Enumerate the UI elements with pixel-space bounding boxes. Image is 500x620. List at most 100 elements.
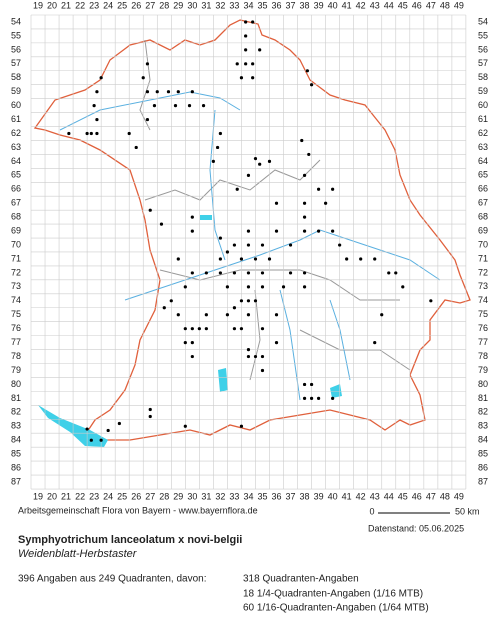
column-label: 47: [426, 491, 436, 501]
occurrence-dot: [246, 271, 251, 275]
column-label: 48: [440, 491, 450, 501]
occurrence-dot: [117, 421, 121, 426]
row-label: 86: [478, 462, 488, 472]
grid: [30, 14, 467, 490]
column-label: 39: [314, 0, 324, 10]
row-label: 82: [478, 407, 488, 417]
column-label: 31: [201, 0, 211, 10]
occurrence-dot: [190, 341, 194, 345]
row-label: 68: [11, 212, 21, 222]
occurrence-dot: [232, 327, 237, 331]
occurrence-dot: [85, 427, 89, 431]
occurrence-dot: [232, 271, 237, 275]
row-label: 76: [478, 323, 488, 333]
occurrence-dot: [239, 257, 244, 261]
occurrence-dot: [99, 438, 103, 442]
occurrence-dot: [258, 162, 262, 166]
occurrence-dot: [251, 20, 255, 24]
row-label: 72: [11, 267, 21, 277]
column-label: 30: [187, 491, 197, 501]
row-label: 69: [11, 225, 21, 235]
row-label: 81: [11, 393, 21, 403]
occurrence-dot: [302, 215, 307, 219]
column-label: 41: [342, 0, 352, 10]
occurrence-dot: [67, 131, 71, 136]
row-label: 65: [478, 170, 488, 180]
column-label: 41: [342, 491, 352, 501]
row-label: 72: [478, 267, 488, 277]
occurrence-dot: [190, 271, 194, 275]
row-label: 54: [478, 16, 488, 26]
occurrence-dot: [302, 173, 307, 177]
occurrence-dot: [218, 236, 222, 240]
row-label: 61: [11, 114, 21, 124]
occurrence-dot: [288, 243, 293, 247]
row-label: 86: [11, 462, 21, 472]
column-label: 35: [257, 0, 267, 10]
column-label: 21: [61, 0, 71, 10]
occurrence-dot: [225, 313, 230, 317]
row-label: 61: [478, 114, 488, 124]
row-label: 74: [478, 295, 488, 305]
row-label: 80: [11, 379, 21, 389]
row-label: 71: [478, 253, 488, 263]
occurrence-dot: [239, 424, 244, 428]
occurrence-dot: [155, 90, 159, 94]
row-label: 70: [11, 239, 21, 249]
breakdown: 318 Quadranten-Angaben: [243, 574, 359, 585]
row-label: 73: [11, 281, 21, 291]
column-label: 45: [398, 0, 408, 10]
occurrence-dot: [204, 271, 208, 275]
occurrence-dot: [253, 157, 258, 161]
occurrence-dot: [235, 187, 239, 191]
column-label: 45: [398, 491, 408, 501]
column-label: 20: [47, 491, 57, 501]
occurrence-dot: [95, 90, 99, 94]
occurrence-dot: [218, 257, 222, 261]
row-label: 74: [11, 295, 21, 305]
column-label: 28: [159, 491, 169, 501]
row-label: 65: [11, 170, 21, 180]
column-label: 33: [229, 0, 239, 10]
column-label: 36: [272, 0, 282, 10]
occurrence-dot: [211, 159, 215, 163]
column-label: 43: [370, 491, 380, 501]
column-label: 40: [328, 491, 338, 501]
column-label: 40: [328, 0, 338, 10]
row-label: 58: [478, 72, 488, 82]
column-label: 49: [454, 0, 464, 10]
row-label: 77: [478, 337, 488, 347]
column-label: 38: [300, 0, 310, 10]
column-label: 25: [117, 491, 127, 501]
occurrence-dot: [309, 83, 314, 87]
row-label: 62: [478, 128, 488, 138]
occurrence-dot: [251, 76, 255, 80]
occurrence-dot: [190, 229, 194, 233]
occurrence-dot: [387, 271, 391, 275]
row-label: 67: [478, 198, 488, 208]
occurrence-dot: [267, 257, 272, 261]
occurrence-dot: [246, 173, 251, 177]
occurrence-dot: [218, 131, 222, 136]
scale-end: 50 km: [455, 506, 480, 516]
column-label: 42: [356, 491, 366, 501]
column-label: 39: [314, 491, 324, 501]
column-label: 25: [117, 0, 127, 10]
occurrence-dot: [190, 215, 194, 219]
row-label: 58: [11, 72, 21, 82]
occurrence-dot: [288, 271, 293, 275]
column-label: 42: [356, 0, 366, 10]
occurrence-dot: [134, 145, 138, 150]
occurrence-dot: [281, 285, 286, 289]
occurrence-dot: [302, 271, 307, 275]
row-label: 68: [478, 212, 488, 222]
occurrence-dot: [429, 299, 433, 303]
occurrence-dot: [317, 396, 321, 400]
occurrence-dot: [260, 327, 265, 331]
column-label: 38: [300, 491, 310, 501]
occurrence-dot: [145, 117, 150, 122]
row-label: 57: [11, 58, 21, 68]
occurrence-dot: [274, 313, 279, 317]
column-label: 31: [201, 491, 211, 501]
row-label: 70: [478, 239, 488, 249]
